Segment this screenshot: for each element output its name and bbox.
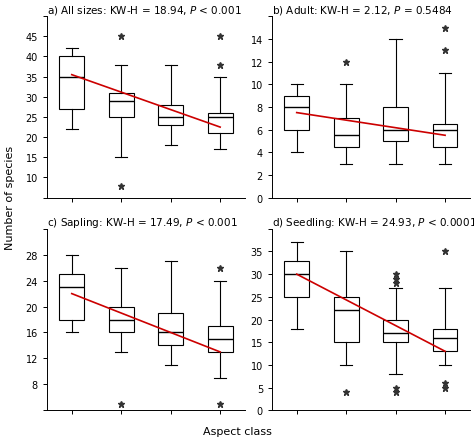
PathPatch shape xyxy=(334,119,358,147)
Text: Aspect class: Aspect class xyxy=(202,426,272,436)
PathPatch shape xyxy=(433,329,457,351)
Text: a) All sizes: KW-H = 18.94, $\it{P}$ < 0.001: a) All sizes: KW-H = 18.94, $\it{P}$ < 0… xyxy=(47,4,242,17)
PathPatch shape xyxy=(383,108,408,141)
Text: c) Sapling: KW-H = 17.49, $\it{P}$ < 0.001: c) Sapling: KW-H = 17.49, $\it{P}$ < 0.0… xyxy=(47,215,238,229)
PathPatch shape xyxy=(383,320,408,343)
PathPatch shape xyxy=(59,57,84,110)
PathPatch shape xyxy=(208,114,233,134)
PathPatch shape xyxy=(284,96,309,131)
PathPatch shape xyxy=(433,125,457,147)
Text: Number of species: Number of species xyxy=(5,145,15,249)
PathPatch shape xyxy=(284,261,309,297)
PathPatch shape xyxy=(109,94,134,118)
PathPatch shape xyxy=(208,326,233,352)
Text: d) Seedling: KW-H = 24.93, $\it{P}$ < 0.0001: d) Seedling: KW-H = 24.93, $\it{P}$ < 0.… xyxy=(272,215,474,229)
PathPatch shape xyxy=(59,275,84,320)
PathPatch shape xyxy=(334,297,358,343)
PathPatch shape xyxy=(158,313,183,346)
PathPatch shape xyxy=(158,106,183,126)
Text: b) Adult: KW-H = 2.12, $\it{P}$ = 0.5484: b) Adult: KW-H = 2.12, $\it{P}$ = 0.5484 xyxy=(272,4,453,17)
PathPatch shape xyxy=(109,307,134,333)
